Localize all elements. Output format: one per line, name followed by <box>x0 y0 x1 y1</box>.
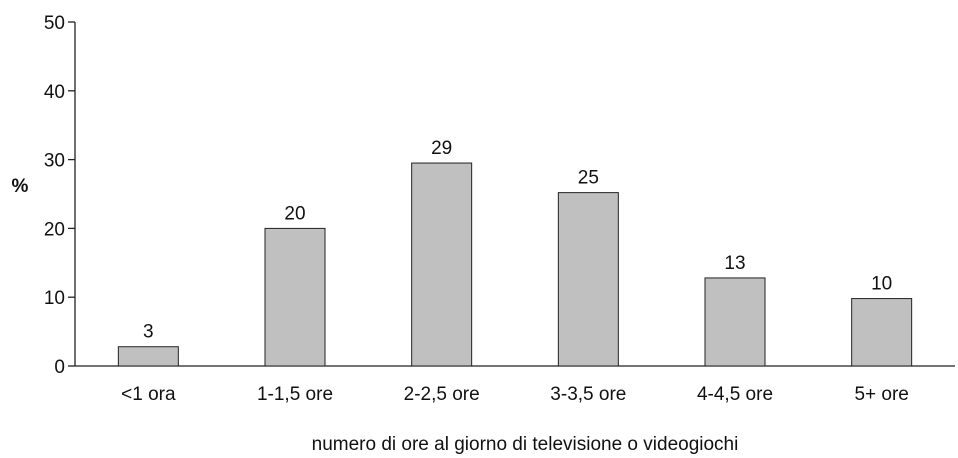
bar-value-label: 20 <box>284 203 305 224</box>
x-tick-label: 3-3,5 ore <box>550 384 626 405</box>
bar <box>411 162 473 367</box>
x-tick-label: 4-4,5 ore <box>697 384 773 405</box>
x-tick-label: <1 ora <box>121 384 176 405</box>
x-tick-label: 2-2,5 ore <box>404 384 480 405</box>
bar-value-label: 10 <box>871 274 892 295</box>
y-tick-label: 10 <box>44 288 65 309</box>
bar <box>557 192 619 367</box>
bar <box>851 298 913 367</box>
x-tick-label: 1-1,5 ore <box>257 384 333 405</box>
bar-value-label: 25 <box>578 168 599 189</box>
bar <box>117 346 179 367</box>
y-axis: 0 10 20 30 40 50 <box>44 13 76 378</box>
bar-value-label: 29 <box>431 138 452 159</box>
bar-value-label: 3 <box>143 322 154 343</box>
bar <box>264 227 326 367</box>
x-tick-label: 5+ ore <box>854 384 908 405</box>
y-axis-title: % <box>12 176 29 197</box>
y-tick-label: 50 <box>44 13 65 34</box>
bar <box>704 277 766 367</box>
bar-value-label: 13 <box>724 253 745 274</box>
y-tick-label: 0 <box>54 357 65 378</box>
y-tick-label: 30 <box>44 151 65 172</box>
bars <box>117 162 913 367</box>
data-labels: 3 20 29 25 13 10 <box>143 138 892 343</box>
x-axis-title: numero di ore al giorno di televisione o… <box>312 434 739 455</box>
y-tick-label: 40 <box>44 82 65 103</box>
x-axis: <1 ora 1-1,5 ore 2-2,5 ore 3-3,5 ore 4-4,5 o… <box>75 365 955 405</box>
y-tick-label: 20 <box>44 219 65 240</box>
